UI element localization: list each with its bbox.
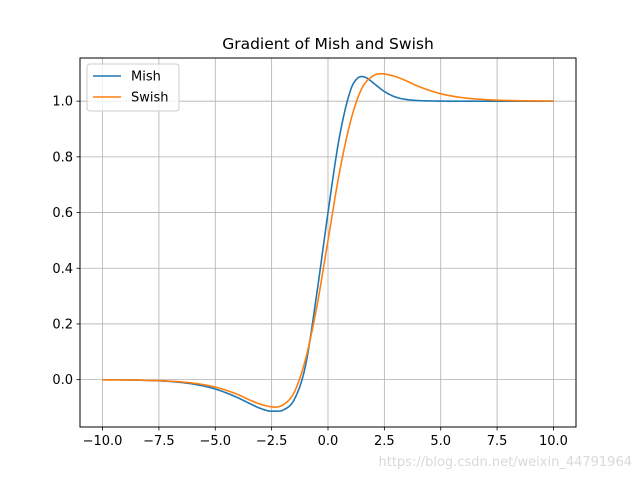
y-tick-label: 0.8 <box>52 150 73 165</box>
x-tick-label: 5.0 <box>430 434 451 449</box>
x-tick-label: −5.0 <box>199 434 231 449</box>
y-tick-label: 0.4 <box>52 262 73 277</box>
legend-label-swish: Swish <box>131 91 169 106</box>
y-tick-label: 1.0 <box>52 95 73 110</box>
legend: Mish Swish <box>86 63 180 112</box>
grid <box>80 58 576 427</box>
x-tick-label: 7.5 <box>487 434 508 449</box>
chart-title: Gradient of Mish and Swish <box>222 35 434 53</box>
y-tick-label: 0.2 <box>52 317 73 332</box>
y-tick-label: 0.0 <box>52 373 73 388</box>
plot-lines <box>102 72 554 413</box>
legend-label-mish: Mish <box>131 70 161 85</box>
x-tick-label: 0.0 <box>318 434 339 449</box>
watermark: https://blog.csdn.net/weixin_44791964 <box>378 455 632 470</box>
x-tick-label: −7.5 <box>143 434 175 449</box>
x-tick-label: −10.0 <box>83 434 123 449</box>
series-line-mish <box>102 75 554 413</box>
y-tick-label: 0.6 <box>52 206 73 221</box>
x-tick-label: −2.5 <box>256 434 288 449</box>
x-tick-label: 2.5 <box>374 434 395 449</box>
series-line-swish <box>102 72 554 408</box>
axis-ticks: −10.0 −7.5 −5.0 −2.5 0.0 2.5 5.0 7.5 10.0 0.0 0.2 0… <box>52 95 568 449</box>
x-tick-label: 10.0 <box>539 434 568 449</box>
